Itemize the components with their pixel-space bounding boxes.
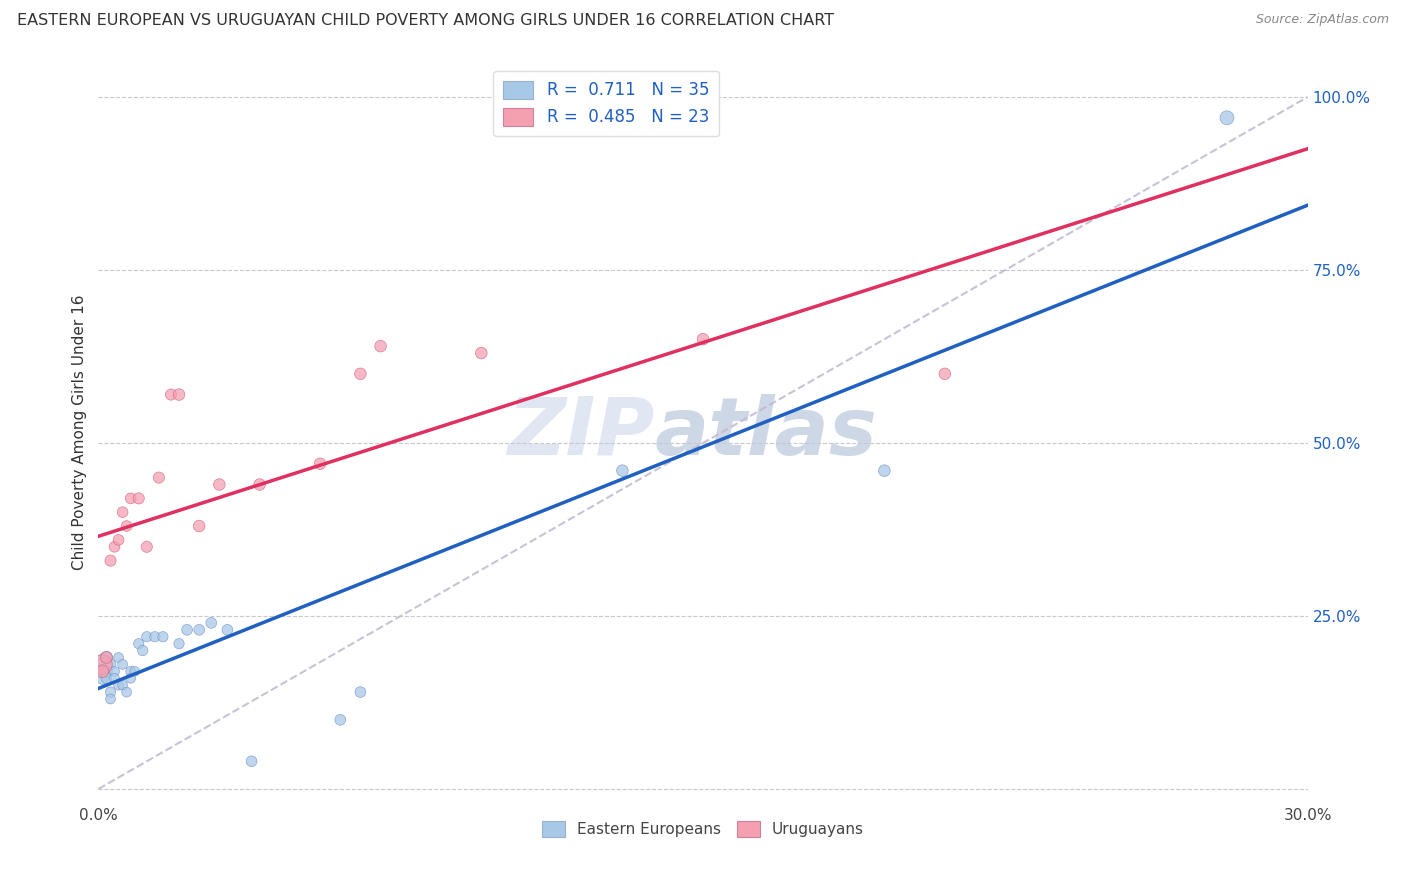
Point bbox=[873, 464, 896, 478]
Point bbox=[934, 367, 956, 381]
Point bbox=[309, 457, 332, 471]
Text: atlas: atlas bbox=[655, 393, 877, 472]
Point bbox=[120, 665, 142, 679]
Point bbox=[91, 657, 114, 672]
Point bbox=[188, 623, 211, 637]
Point bbox=[91, 665, 114, 679]
Point bbox=[107, 533, 129, 547]
Text: Source: ZipAtlas.com: Source: ZipAtlas.com bbox=[1256, 13, 1389, 27]
Point bbox=[152, 630, 174, 644]
Point bbox=[188, 519, 211, 533]
Point bbox=[103, 671, 125, 685]
Point bbox=[111, 657, 134, 672]
Y-axis label: Child Poverty Among Girls Under 16: Child Poverty Among Girls Under 16 bbox=[72, 295, 87, 570]
Point bbox=[96, 665, 118, 679]
Point bbox=[96, 650, 118, 665]
Point bbox=[111, 505, 134, 519]
Point bbox=[240, 754, 263, 768]
Point bbox=[692, 332, 714, 346]
Point bbox=[349, 367, 371, 381]
Point bbox=[115, 519, 138, 533]
Point bbox=[91, 657, 114, 672]
Legend: Eastern Europeans, Uruguayans: Eastern Europeans, Uruguayans bbox=[536, 815, 870, 843]
Point bbox=[124, 665, 146, 679]
Point bbox=[96, 650, 118, 665]
Point bbox=[370, 339, 392, 353]
Point bbox=[100, 554, 122, 568]
Point bbox=[329, 713, 352, 727]
Point bbox=[91, 665, 114, 679]
Point bbox=[135, 630, 157, 644]
Point bbox=[349, 685, 371, 699]
Point bbox=[107, 678, 129, 692]
Point bbox=[128, 491, 150, 506]
Point bbox=[143, 630, 166, 644]
Point bbox=[148, 470, 170, 484]
Point bbox=[470, 346, 492, 360]
Point bbox=[111, 678, 134, 692]
Point bbox=[132, 643, 155, 657]
Point bbox=[120, 491, 142, 506]
Point bbox=[176, 623, 198, 637]
Point bbox=[100, 685, 122, 699]
Point bbox=[167, 387, 190, 401]
Point bbox=[217, 623, 239, 637]
Point bbox=[120, 671, 142, 685]
Point bbox=[91, 671, 114, 685]
Point bbox=[612, 464, 634, 478]
Point bbox=[107, 650, 129, 665]
Point bbox=[103, 540, 125, 554]
Text: EASTERN EUROPEAN VS URUGUAYAN CHILD POVERTY AMONG GIRLS UNDER 16 CORRELATION CHA: EASTERN EUROPEAN VS URUGUAYAN CHILD POVE… bbox=[17, 13, 834, 29]
Point bbox=[135, 540, 157, 554]
Point bbox=[249, 477, 271, 491]
Point bbox=[96, 671, 118, 685]
Point bbox=[208, 477, 231, 491]
Point bbox=[1216, 111, 1239, 125]
Point bbox=[200, 615, 222, 630]
Point bbox=[100, 692, 122, 706]
Text: ZIP: ZIP bbox=[508, 393, 655, 472]
Point bbox=[115, 685, 138, 699]
Point bbox=[128, 637, 150, 651]
Point bbox=[103, 665, 125, 679]
Point bbox=[100, 657, 122, 672]
Point bbox=[167, 637, 190, 651]
Point bbox=[160, 387, 183, 401]
